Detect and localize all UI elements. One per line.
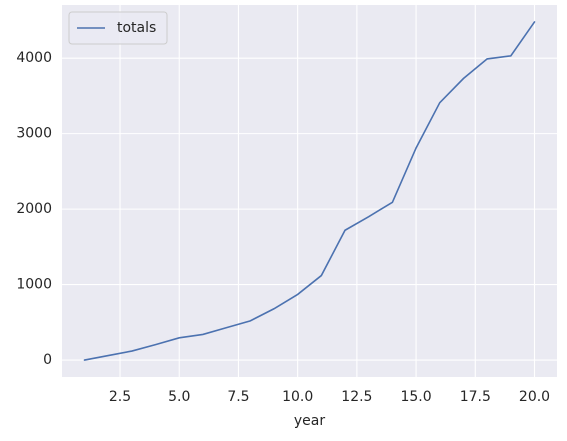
line	[83, 21, 536, 361]
y-tick-label: 2000	[16, 201, 52, 217]
y-tick-label: 0	[43, 352, 52, 368]
x-tick-label: 7.5	[227, 389, 249, 405]
x-tick-label: 2.5	[109, 389, 131, 405]
x-tick-label: 15.0	[400, 389, 431, 405]
legend-box	[68, 11, 168, 45]
x-tick-label: 17.5	[460, 389, 491, 405]
x-tick-label: 5.0	[168, 389, 190, 405]
x-tick-label: 10.0	[282, 389, 313, 405]
x-tick-label: 12.5	[341, 389, 372, 405]
y-tick-label: 1000	[16, 277, 52, 293]
legend-label: totals	[117, 20, 156, 36]
x-axis-label: year	[294, 413, 325, 429]
y-tick-label: 3000	[16, 126, 52, 142]
plot-area	[62, 5, 557, 377]
x-tick-label: 20.0	[519, 389, 550, 405]
y-tick-label: 4000	[16, 50, 52, 66]
